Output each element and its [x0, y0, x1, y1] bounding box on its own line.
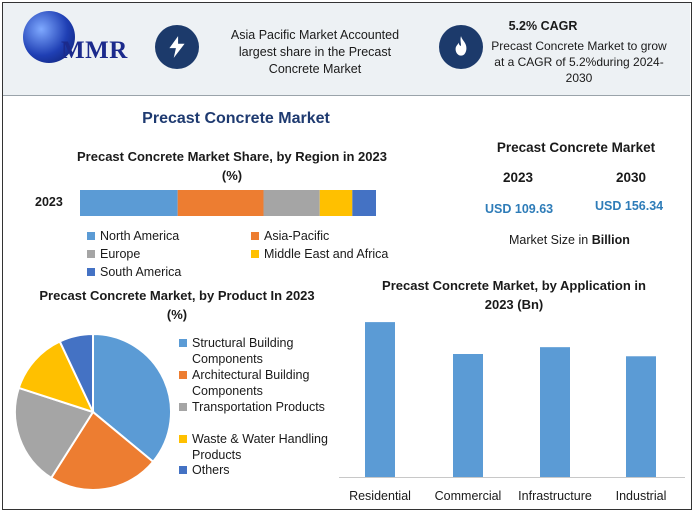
- legend-swatch: [87, 250, 95, 258]
- pie-legend-item-others: Others: [179, 462, 349, 478]
- legend-swatch: [179, 466, 187, 474]
- globe-logo-icon: [23, 11, 75, 63]
- logo-text: MMR: [61, 37, 128, 64]
- legend-item-south-america: South America: [87, 264, 181, 280]
- legend-item-europe: Europe: [87, 246, 140, 262]
- legend-item-north-america: North America: [87, 228, 179, 244]
- application-bar-commercial: [453, 354, 483, 477]
- pie-slice-transportation-products: [14, 386, 95, 480]
- legend-swatch: [251, 232, 259, 240]
- application-category-residential: Residential: [349, 489, 411, 503]
- region-bar-segment-europe: [263, 190, 320, 216]
- application-category-commercial: Commercial: [434, 489, 502, 503]
- application-category-industrial: Industrial: [615, 489, 667, 503]
- region-stacked-bar: [80, 190, 376, 216]
- legend-item-asia-pacific: Asia-Pacific: [251, 228, 329, 244]
- pie-legend-item-waste-water-handling-products: Waste & Water Handling Products: [179, 431, 349, 463]
- flame-icon: [439, 25, 483, 69]
- unit-note-prefix: Market Size in: [509, 233, 589, 247]
- legend-swatch: [87, 232, 95, 240]
- pie-legend-item-architectural-building-components: Architectural Building Components: [179, 367, 349, 399]
- application-bar-chart: [339, 322, 685, 478]
- main-title: Precast Concrete Market: [142, 110, 330, 127]
- pie-slice-architectural-building-components: [49, 410, 155, 491]
- legend-label: Waste & Water Handling Products: [192, 432, 328, 462]
- legend-swatch: [87, 268, 95, 276]
- unit-note-unit: Billion: [591, 233, 630, 247]
- cagr-title: 5.2% CAGR: [508, 19, 578, 33]
- legend-label: Middle East and Africa: [264, 247, 389, 261]
- lightning-icon: [155, 25, 199, 69]
- market-size-title: Precast Concrete Market: [496, 140, 656, 155]
- legend-label: Others: [192, 463, 230, 477]
- region-bar-segment-south-america: [352, 190, 376, 216]
- region-share-note: Asia Pacific Market Accounted largest sh…: [230, 28, 400, 76]
- region-year-label: 2023: [35, 195, 63, 209]
- application-bar-industrial: [626, 356, 656, 477]
- legend-label: Architectural Building Components: [192, 368, 310, 398]
- market-size-year-2030: 2030: [616, 170, 647, 185]
- legend-label: Europe: [100, 247, 141, 261]
- region-bar-segment-middle-east-and-africa: [319, 190, 353, 216]
- market-size-year-2023: 2023: [503, 170, 534, 185]
- market-size-2030-value: USD 156.34: [595, 199, 664, 213]
- application-chart-title: Precast Concrete Market, by Application …: [382, 278, 646, 312]
- legend-label: North America: [100, 229, 180, 243]
- application-bar-residential: [365, 322, 395, 477]
- product-pie-chart: [14, 332, 172, 491]
- legend-swatch: [179, 403, 187, 411]
- pie-legend-item-structural-building-components: Structural Building Components: [179, 335, 349, 367]
- header-banner: MMR Asia Pacific Market Accounted larges…: [3, 3, 690, 96]
- legend-label: Structural Building Components: [192, 336, 294, 366]
- region-chart-title: Precast Concrete Market Share, by Region…: [77, 149, 387, 183]
- region-bar-segment-north-america: [80, 190, 178, 216]
- legend-swatch: [251, 250, 259, 258]
- application-bar-infrastructure: [540, 347, 570, 477]
- legend-item-middle-east-and-africa: Middle East and Africa: [251, 246, 388, 262]
- market-size-unit-note: Market Size in Billion: [509, 233, 630, 247]
- pie-legend-item-transportation-products: Transportation Products: [179, 399, 349, 415]
- legend-swatch: [179, 339, 187, 347]
- pie-slice-structural-building-components: [92, 332, 172, 464]
- legend-label: Asia-Pacific: [264, 229, 330, 243]
- cagr-note: Precast Concrete Market to grow at a CAG…: [491, 39, 667, 85]
- legend-label: South America: [100, 265, 182, 279]
- product-chart-title: Precast Concrete Market, by Product In 2…: [39, 288, 315, 322]
- region-bar-segment-asia-pacific: [177, 190, 264, 216]
- market-size-2023-value: USD 109.63: [485, 202, 554, 216]
- legend-label: Transportation Products: [192, 400, 325, 414]
- pie-slice-waste-water-handling-products: [17, 340, 95, 414]
- legend-swatch: [179, 371, 187, 379]
- application-category-infrastructure: Infrastructure: [518, 489, 592, 503]
- pie-slice-others: [58, 332, 94, 413]
- legend-swatch: [179, 435, 187, 443]
